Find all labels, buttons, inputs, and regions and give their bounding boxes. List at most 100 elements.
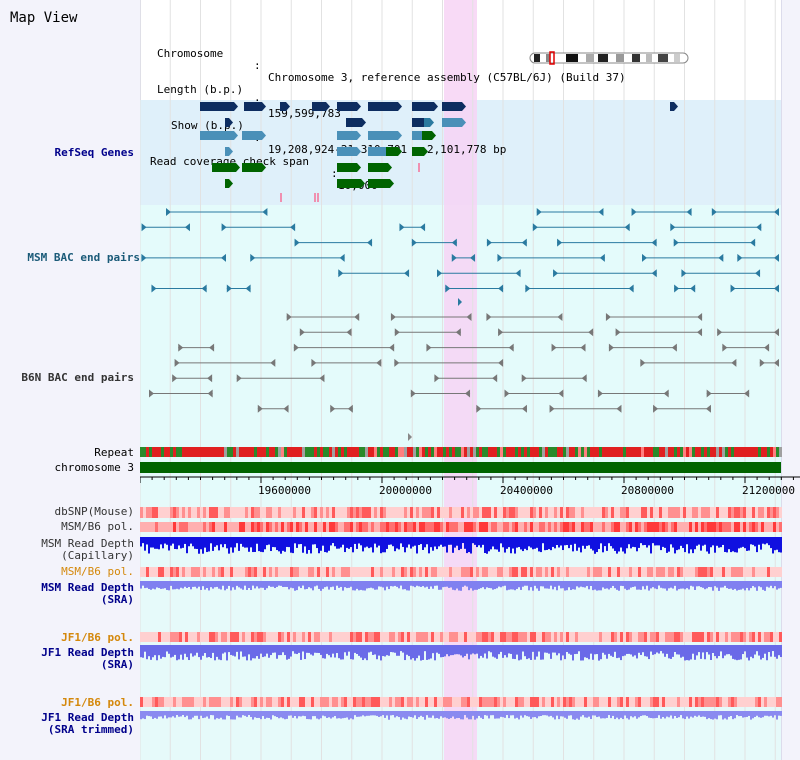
read-depth-bar (492, 711, 494, 716)
polymorphism-cell (455, 522, 458, 532)
polymorphism-cell (638, 522, 641, 532)
polymorphism-cell (629, 632, 632, 642)
repeat-segment (530, 447, 533, 457)
track-label-msm-bac[interactable]: MSM BAC end pairs (27, 251, 140, 264)
track-label-jf1-depth-sra[interactable]: JF1 Read Depth (SRA) (0, 647, 134, 671)
track-label-refseq-genes[interactable]: RefSeq Genes (54, 146, 134, 159)
track-label-jf1-b6-pol[interactable]: JF1/B6 pol. (61, 631, 134, 644)
read-depth-bar (650, 711, 652, 719)
read-depth-bar (544, 581, 546, 589)
track-label-repeat[interactable]: Repeat (94, 446, 134, 459)
b6n-bac-end (408, 433, 412, 441)
repeat-segment (737, 447, 740, 457)
b6n-bac-pair-end (455, 328, 461, 337)
polymorphism-cell (779, 522, 782, 532)
polymorphism-cell (227, 567, 230, 577)
read-depth-bar (726, 711, 728, 720)
read-depth-bar (704, 581, 706, 590)
polymorphism-cell (599, 507, 602, 518)
repeat-segment (773, 447, 776, 457)
read-depth-bar (386, 537, 388, 549)
repeat-segment (155, 447, 158, 457)
read-depth-bar (262, 581, 264, 588)
msm-bac-pair-end (525, 284, 531, 293)
read-depth-bar (142, 581, 144, 586)
read-depth-bar (706, 581, 708, 589)
track-label-msm-b6-pol-sra[interactable]: MSM/B6 pol. (61, 565, 134, 578)
polymorphism-cell (686, 632, 689, 642)
polymorphism-cell (140, 697, 143, 707)
b6n-bac-pair-end (299, 328, 305, 337)
read-depth-bar (160, 645, 162, 659)
polymorphism-cell (683, 507, 686, 518)
polymorphism-cell (548, 697, 551, 707)
genome-tracks[interactable] (140, 0, 800, 760)
read-depth-bar (176, 645, 178, 661)
polymorphism-cell (635, 567, 638, 577)
polymorphism-cell (644, 567, 647, 577)
polymorphism-cell (605, 507, 608, 518)
polymorphism-cell (635, 522, 638, 532)
read-depth-bar (408, 537, 410, 545)
track-label-dbsnp[interactable]: dbSNP(Mouse) (54, 505, 134, 518)
polymorphism-cell (356, 507, 359, 518)
repeat-segment (503, 447, 506, 457)
polymorphism-cell (455, 697, 458, 707)
track-label-msm-b6-pol[interactable]: MSM/B6 pol. (61, 520, 134, 533)
track-label-msm-depth-sra[interactable]: MSM Read Depth (SRA) (0, 582, 134, 606)
read-depth-bar (398, 537, 400, 550)
track-label-msm-depth-capillary[interactable]: MSM Read Depth (Capillary) (0, 538, 134, 562)
read-depth-bar (722, 645, 724, 659)
polymorphism-cell (641, 567, 644, 577)
polymorphism-cell (596, 507, 599, 518)
track-label-chromosome[interactable]: chromosome 3 (54, 461, 134, 474)
read-depth-bar (624, 711, 626, 716)
read-depth-bar (566, 581, 568, 591)
polymorphism-cell (761, 522, 764, 532)
repeat-segment (440, 447, 443, 457)
track-label-jf1-depth-trim[interactable]: JF1 Read Depth (SRA trimmed) (0, 712, 134, 736)
polymorphism-cell (485, 507, 488, 518)
polymorphism-cell (563, 632, 566, 642)
chromosome-ideogram-icon[interactable] (528, 51, 690, 65)
polymorphism-cell (200, 697, 203, 707)
read-depth-bar (338, 537, 340, 549)
track-label-b6n-bac[interactable]: B6N BAC end pairs (21, 371, 134, 384)
polymorphism-cell (776, 567, 779, 577)
read-depth-bar (346, 711, 348, 718)
read-depth-bar (232, 645, 234, 656)
read-depth-bar (666, 645, 668, 654)
read-depth-bar (418, 645, 420, 656)
read-depth-bar (206, 581, 208, 589)
polymorphism-cell (734, 697, 737, 707)
read-depth-bar (340, 537, 342, 548)
read-depth-bar (546, 711, 548, 716)
read-depth-bar (416, 537, 418, 554)
polymorphism-cell (287, 697, 290, 707)
polymorphism-cell (218, 632, 221, 642)
read-depth-bar (282, 645, 284, 653)
read-depth-bar (774, 581, 776, 587)
read-depth-bar (274, 581, 276, 589)
polymorphism-cell (536, 522, 539, 532)
polymorphism-cell (602, 697, 605, 707)
track-label-jf1-b6-pol-trim[interactable]: JF1/B6 pol. (61, 696, 134, 709)
polymorphism-cell (548, 522, 551, 532)
read-depth-bar (612, 711, 614, 716)
read-depth-bar (778, 645, 780, 656)
gene-arrow (424, 147, 428, 156)
polymorphism-cell (143, 507, 146, 518)
read-depth-bar (186, 537, 188, 554)
read-depth-bar (144, 645, 146, 652)
polymorphism-cell (416, 567, 419, 577)
read-depth-bar (204, 645, 206, 654)
read-depth-bar (318, 711, 320, 720)
read-depth-bar (200, 581, 202, 590)
read-depth-bar (476, 537, 478, 548)
b6n-bac-pair-end (178, 343, 184, 352)
read-depth-bar (158, 581, 160, 589)
read-depth-bar (374, 711, 376, 716)
b6n-bac-pair-end (426, 343, 432, 352)
polymorphism-cell (206, 507, 209, 518)
